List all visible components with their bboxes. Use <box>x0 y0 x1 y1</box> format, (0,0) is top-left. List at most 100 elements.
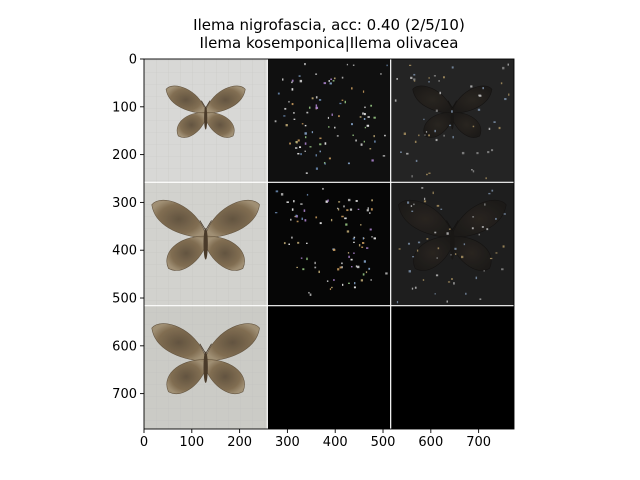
saliency-pixel <box>348 255 350 258</box>
saliency-pixel <box>324 162 326 165</box>
overlay-pixel <box>483 270 485 272</box>
saliency-pixel <box>309 293 312 296</box>
saliency-pixel <box>300 203 303 205</box>
overlay-pixel <box>495 217 497 220</box>
overlay-pixel <box>443 76 445 79</box>
overlay-pixel <box>438 80 440 82</box>
saliency-pixel <box>318 270 320 274</box>
saliency-pixel <box>353 252 355 254</box>
saliency-pixel <box>362 112 365 115</box>
saliency-pixel <box>332 248 336 252</box>
saliency-pixel <box>373 135 375 138</box>
saliency-pixel <box>319 222 322 225</box>
saliency-pixel <box>332 80 335 82</box>
axes-frame <box>143 58 515 430</box>
saliency-pixel <box>308 291 310 294</box>
saliency-pixel <box>371 236 373 238</box>
saliency-pixel <box>341 262 343 265</box>
overlay-pixel <box>482 87 485 90</box>
overlay-pixel <box>454 247 457 250</box>
saliency-pixel <box>327 199 329 202</box>
right-forewing <box>452 85 493 115</box>
saliency-pixel <box>341 76 344 79</box>
overlay-pixel <box>421 187 424 189</box>
overlay-pixel <box>484 203 486 206</box>
saliency-pixel <box>380 73 382 75</box>
saliency-pixel <box>354 282 356 285</box>
moth-antennae <box>447 100 457 109</box>
saliency-pixel <box>319 150 321 153</box>
saliency-pixel <box>300 153 302 156</box>
right-hindwing <box>205 111 235 138</box>
right-forewing <box>205 85 246 115</box>
saliency-pixel <box>291 236 293 239</box>
saliency-pixel <box>326 280 329 282</box>
saliency-pixel <box>301 217 304 220</box>
overlay-pixel <box>437 247 440 250</box>
saliency-pixel <box>277 92 280 95</box>
overlay-pixel <box>508 93 510 96</box>
saliency-pixel <box>290 218 292 221</box>
saliency-pixel <box>366 247 369 249</box>
overlay-pixel <box>485 177 487 180</box>
saliency-pixel <box>304 63 306 66</box>
overlay-pixel <box>451 66 454 69</box>
overlay-pixel <box>409 64 412 66</box>
saliency-pixel <box>309 146 312 148</box>
overlay-pixel <box>447 281 451 283</box>
saliency-pixel <box>333 77 336 80</box>
saliency-pixel <box>328 157 331 160</box>
overlay-pixel <box>415 159 418 162</box>
overlay-pixel <box>396 77 398 80</box>
overlay-pixel <box>428 172 431 174</box>
saliency-pixel <box>311 131 314 134</box>
saliency-pixel <box>298 75 301 77</box>
saliency-pixel <box>322 187 324 190</box>
x-tick-label: 400 <box>323 435 348 450</box>
saliency-pixel <box>274 212 278 214</box>
saliency-pixel <box>297 139 300 142</box>
saliency-pixel <box>315 106 319 110</box>
saliency-pixel <box>304 132 307 135</box>
saliency-pixel <box>370 279 372 281</box>
saliency-pixel <box>315 167 318 170</box>
y-tick-label: 100 <box>112 100 137 115</box>
saliency-pixel <box>349 208 353 211</box>
overlay-pixel <box>432 191 434 195</box>
overlay-pixel <box>475 276 478 280</box>
saliency-pixel <box>283 242 286 245</box>
saliency-pixel <box>355 139 357 142</box>
saliency-pixel <box>291 79 294 82</box>
overlay-pixel <box>471 168 473 171</box>
saliency-pixel <box>360 143 363 146</box>
saliency-pixel <box>329 82 332 85</box>
overlay-pixel <box>489 257 493 260</box>
saliency-pixel <box>365 271 368 274</box>
saliency-pixel <box>342 283 344 286</box>
x-tick-label: 500 <box>371 435 396 450</box>
moth-antennae <box>199 343 212 354</box>
saliency-pixel <box>285 124 288 127</box>
saliency-pixel <box>333 279 335 281</box>
overlay-pixel <box>449 124 452 127</box>
saliency-pixel <box>371 199 373 202</box>
overlay-pixel <box>416 249 419 252</box>
saliency-pixel <box>361 246 364 248</box>
saliency-pixel <box>323 82 327 85</box>
left-forewing <box>151 200 206 239</box>
panel-background <box>390 305 514 429</box>
y-tick-label: 300 <box>112 196 137 211</box>
overlay-pixel <box>443 134 445 137</box>
saliency-pixel <box>362 90 365 93</box>
overlay-pixel <box>446 300 448 303</box>
overlay-pixel <box>436 204 440 207</box>
saliency-pixel <box>344 100 347 104</box>
saliency-pixel <box>337 268 340 271</box>
overlay-pixel <box>413 78 416 81</box>
overlay-pixel <box>410 76 413 80</box>
left-hindwing <box>166 235 206 271</box>
panel-r2-c1 <box>267 305 391 429</box>
panel-r2-c2 <box>390 305 514 429</box>
overlay-pixel <box>478 233 481 236</box>
saliency-pixel <box>331 286 333 289</box>
